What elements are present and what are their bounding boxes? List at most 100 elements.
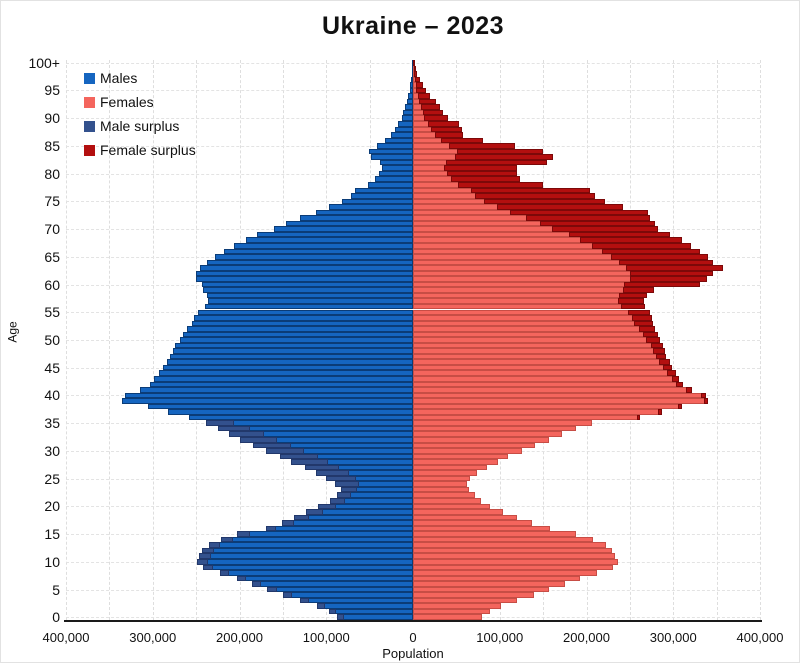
x-tick-label: 300,000 [649,630,697,645]
female-bar [413,170,518,177]
female-bar [413,242,692,249]
female-bar [413,608,491,615]
female-surplus-segment [638,326,656,332]
male-bar [282,592,413,598]
male-surplus-segment [217,425,250,432]
male-bar [202,281,413,288]
female-bar [413,459,498,465]
female-bar [413,381,683,388]
male-surplus-segment [236,575,247,582]
male-bar [385,137,413,144]
female-bar [413,120,459,127]
female-surplus-segment [427,120,459,127]
legend-swatch-male_surplus [84,120,95,132]
male-bar [196,270,413,277]
male-bar [265,525,413,532]
male-surplus-segment [196,559,209,565]
female-bar [413,425,577,432]
female-bar [413,581,565,587]
male-bar [300,597,413,604]
legend-label: Female surplus [100,142,196,158]
male-bar [326,475,413,482]
female-bar [413,231,670,238]
male-bar [403,109,413,116]
legend-label: Females [100,94,154,110]
female-surplus-segment [636,414,641,421]
male-bar [410,82,413,88]
age-row [66,431,760,438]
female-bar [413,109,444,116]
male-bar [148,403,413,410]
age-row [66,398,760,404]
female-surplus-segment [414,71,418,77]
age-row [66,87,760,94]
female-surplus-segment [602,248,701,255]
male-bar [194,315,413,321]
female-surplus-segment [440,137,484,144]
male-bar [316,603,413,609]
age-row [66,459,760,465]
female-bar [413,287,655,293]
male-bar [401,115,413,121]
female-surplus-segment [628,309,650,316]
age-row [66,154,760,160]
female-bar [413,420,592,426]
age-row [66,348,760,354]
age-row [66,492,760,498]
female-surplus-segment [413,65,416,72]
female-bar [413,364,673,371]
male-bar [367,181,413,188]
legend-item: Male surplus [84,114,196,138]
legend-swatch-male [84,72,95,84]
age-row [66,592,760,598]
age-row [66,331,760,338]
age-row [66,392,760,399]
male-bar [198,553,413,559]
age-row [66,237,760,243]
age-row [66,159,760,166]
male-bar [368,148,413,155]
female-bar [413,376,680,382]
female-bar [413,193,596,199]
female-bar [413,547,612,554]
female-surplus-segment [591,242,692,249]
female-bar [413,303,646,310]
female-bar [413,143,516,149]
age-row [66,176,760,182]
female-bar [413,331,658,338]
female-bar [413,265,723,271]
female-bar [413,337,661,343]
age-row [66,364,760,371]
legend-swatch-female_surplus [84,144,95,156]
age-row [66,254,760,260]
female-surplus-segment [657,409,662,415]
female-surplus-segment [646,337,661,343]
female-bar [413,71,418,77]
female-bar [413,509,504,515]
age-row [66,148,760,155]
female-surplus-segment [525,215,650,221]
female-surplus-segment [475,193,596,199]
male-bar [197,309,413,316]
age-row [66,414,760,421]
male-bar [280,453,413,460]
age-row [66,265,760,271]
age-row [66,403,760,410]
age-row [66,498,760,504]
male-surplus-segment [336,492,352,498]
male-bar [175,342,413,349]
male-surplus-segment [318,503,336,510]
age-row [66,187,760,194]
legend-item: Females [84,90,196,114]
male-bar [328,204,413,210]
age-row [66,381,760,388]
male-bar [354,187,413,194]
male-surplus-segment [229,431,264,438]
x-tick-label: 400,000 [42,630,90,645]
female-bar [413,60,415,66]
male-bar [158,370,413,377]
age-row [66,309,760,316]
female-bar [413,176,520,182]
male-bar [374,176,413,182]
male-bar [217,425,413,432]
